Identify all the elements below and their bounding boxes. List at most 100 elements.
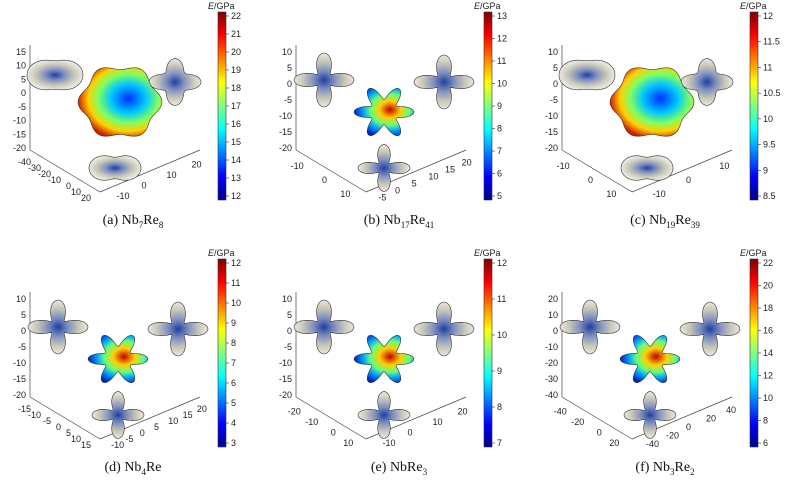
panel-caption: (a) Nb7Re8	[102, 213, 164, 230]
panel-c: 12 11.5 11 10.5 10 9.5 9 8.5 E/GPa 10 5 0 -5 -10 -15 -2…	[532, 0, 798, 247]
colorbar-tick-label: 8	[231, 338, 236, 348]
colorbar-tick-label: 22	[231, 11, 241, 21]
z-tick-label: -10	[279, 358, 292, 368]
y-tick-label: 20	[197, 404, 207, 414]
z-tick-label: -5	[284, 95, 292, 105]
colorbar-tick-label: 5	[497, 191, 502, 201]
z-tick-label: 10	[548, 47, 558, 57]
x-tick-label: -5	[43, 416, 51, 426]
axis-frame	[29, 45, 201, 193]
colorbar-tick-label: 9	[231, 318, 236, 328]
colorbar-title: E/GPa	[208, 248, 235, 258]
y-tick-label: 0	[408, 427, 413, 437]
z-tick-label: -15	[13, 129, 26, 139]
colorbar-tick-label: 18	[231, 83, 241, 93]
z-tick-label: 10	[16, 294, 26, 304]
colorbar-title: E/GPa	[740, 1, 767, 11]
colorbar-tick-label: 20	[231, 47, 241, 57]
x-tick-label: -15	[18, 404, 31, 414]
colorbar-tick-label: 11.5	[763, 37, 780, 47]
elastic-modulus-surface	[353, 87, 415, 137]
projection-xy	[88, 155, 142, 181]
y-tick-label: -5	[125, 434, 133, 444]
colorbar-tick-label: 9	[763, 165, 768, 175]
x-tick-label: 5	[66, 428, 71, 438]
z-tick-label: -5	[550, 95, 558, 105]
colorbar-tick-label: 10	[231, 298, 241, 308]
panel-a: 22 21 20 19 18 17 16 15 14 13 12 E/GPa 15 10 5 0 -5 -10 -1…	[0, 0, 266, 247]
panel-caption: (b) Nb17Re41	[363, 213, 435, 230]
z-tick-label: 5	[21, 310, 26, 320]
colorbar-tick-label: 21	[231, 29, 241, 39]
projection-xz	[147, 301, 209, 357]
colorbar-tick-label: 11	[231, 278, 240, 288]
projection-yz	[26, 59, 84, 91]
y-tick-label: -40	[646, 439, 659, 449]
y-tick-label: 20	[458, 406, 468, 416]
colorbar-title: E/GPa	[740, 248, 767, 258]
projection-xz	[148, 58, 202, 106]
colorbar-tick-label: 16	[763, 326, 773, 336]
colorbar-tick-label: 12	[497, 34, 507, 44]
x-tick-label: -20	[288, 406, 301, 416]
z-tick-label: 5	[553, 63, 558, 73]
y-tick-label: 0	[140, 428, 145, 438]
z-tick-label: -10	[13, 358, 26, 368]
z-tick-label: -5	[18, 342, 26, 352]
colorbar-tick-label: 10.5	[763, 88, 781, 98]
colorbar	[483, 258, 493, 448]
y-tick-label: 0	[686, 175, 691, 185]
projection-xy	[357, 391, 411, 439]
colorbar-tick-label: 10	[497, 330, 507, 340]
colorbar-tick-label: 12	[763, 11, 773, 21]
panel-f-plot: 22 20 18 16 14 12 10 8 6 E/GPa 20 10 0 -10 -20 -30 -40 -4…	[545, 248, 773, 449]
y-tick-label: 15	[445, 165, 455, 175]
z-tick-label: -20	[279, 143, 292, 153]
y-tick-label: 10	[167, 170, 177, 180]
z-tick-label: -30	[545, 374, 558, 384]
projection-xy	[623, 391, 677, 439]
projection-yz	[558, 59, 616, 91]
colorbar-tick-label: 16	[231, 119, 241, 129]
x-tick-label: -20	[38, 169, 51, 179]
colorbar-tick-label: 12	[763, 371, 773, 381]
panel-caption: (f) Nb3Re2	[635, 460, 695, 477]
x-tick-label: 20	[81, 193, 91, 203]
panel-e-plot: 12 11 10 9 8 7 E/GPa 10 5 0 -5 -10 -15 -20 -20 -10 0 10 20…	[279, 248, 507, 448]
colorbar-tick-label: 8	[763, 416, 768, 426]
z-tick-label: 10	[16, 61, 26, 71]
colorbar-tick-label: 9	[497, 101, 502, 111]
x-tick-label: -10	[291, 161, 304, 171]
panel-e: 12 11 10 9 8 7 E/GPa 10 5 0 -5 -10 -15 -20 -20 -10 0 10 20…	[266, 247, 532, 494]
colorbar-tick-label: 7	[497, 438, 502, 448]
colorbar-tick-label: 20	[763, 281, 773, 291]
x-tick-label: 10	[343, 438, 353, 448]
z-tick-label: 5	[287, 310, 292, 320]
panel-b: 13 12 11 10 9 8 7 6 5 E/GPa 10 5 0 -5 -10 -15 -20 -10 0 10 2…	[266, 0, 532, 247]
x-tick-label: 0	[322, 175, 327, 185]
z-tick-label: -10	[545, 111, 558, 121]
panel-d-plot: 1211109876543E/GPa1050-5-10-15-20-15-10-…	[13, 248, 241, 450]
colorbar-tick-label: 8	[497, 124, 502, 134]
colorbar-tick-label: 12	[231, 258, 241, 268]
projection-xy	[620, 155, 674, 181]
z-tick-label: -20	[545, 143, 558, 153]
z-tick-label: 15	[16, 47, 26, 57]
y-tick-label: 10	[433, 417, 443, 427]
colorbar-title: E/GPa	[208, 1, 235, 11]
y-tick-label: -10	[111, 440, 124, 450]
z-tick-label: -20	[279, 390, 292, 400]
z-tick-label: -20	[545, 358, 558, 368]
y-tick-label: 20	[462, 158, 472, 168]
y-tick-label: 0	[686, 422, 691, 432]
elastic-modulus-surface	[609, 67, 695, 137]
panel-caption: (e) NbRe3	[370, 460, 428, 477]
axis-frame	[561, 45, 733, 193]
colorbar-tick-label: 9.5	[763, 140, 776, 150]
z-tick-label: 0	[553, 326, 558, 336]
projection-yz	[27, 299, 89, 355]
colorbar-tick-label: 19	[231, 65, 241, 75]
colorbar-tick-label: 18	[763, 303, 773, 313]
panel-b-plot: 13 12 11 10 9 8 7 6 5 E/GPa 10 5 0 -5 -10 -15 -20 -10 0 10 2…	[279, 1, 507, 203]
y-tick-label: 0	[395, 186, 400, 196]
